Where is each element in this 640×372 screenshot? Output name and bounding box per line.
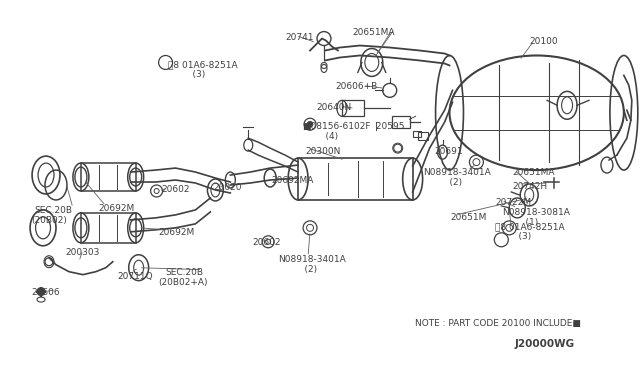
Text: (1): (1) [515, 218, 538, 227]
Bar [298, 158, 413, 200]
Text: 20742H: 20742H [512, 182, 547, 191]
Bar [342, 100, 364, 116]
Text: 20640N: 20640N [316, 103, 351, 112]
Bar [81, 213, 136, 243]
Text: (3): (3) [508, 232, 532, 241]
Text: NOTE : PART CODE 20100 INCLUDE■: NOTE : PART CODE 20100 INCLUDE■ [415, 320, 580, 328]
Text: (3): (3) [180, 70, 205, 80]
Text: J20000WG: J20000WG [515, 339, 574, 349]
Text: SEC.20B: SEC.20B [166, 268, 204, 277]
Text: ■08156-6102F: ■08156-6102F [302, 122, 371, 131]
Text: 20651MA: 20651MA [512, 168, 555, 177]
Text: SEC.20B: SEC.20B [34, 206, 72, 215]
Bar [81, 163, 136, 191]
Text: 20692M: 20692M [159, 228, 195, 237]
Text: (2): (2) [293, 265, 317, 274]
Text: 20692M: 20692M [99, 204, 135, 213]
Text: (20B02+A): (20B02+A) [159, 278, 208, 287]
Circle shape [37, 288, 45, 296]
Text: N08918-3081A: N08918-3081A [502, 208, 570, 217]
Text: N08918-3401A: N08918-3401A [424, 168, 492, 177]
Text: 20722M: 20722M [495, 198, 531, 207]
Text: 20651MA: 20651MA [352, 28, 394, 36]
Text: 200303: 200303 [65, 248, 99, 257]
Text: 20741: 20741 [285, 33, 314, 42]
Text: 20606+B: 20606+B [335, 82, 377, 92]
Text: 20100: 20100 [529, 36, 558, 45]
Circle shape [307, 121, 313, 127]
Text: 20711Q: 20711Q [118, 272, 154, 281]
Text: (2): (2) [438, 178, 461, 187]
Text: 20602: 20602 [161, 185, 190, 194]
Text: ⒗8 01A6-8251A: ⒗8 01A6-8251A [495, 222, 565, 231]
Bar [392, 116, 410, 128]
Text: 20602: 20602 [252, 238, 281, 247]
Text: 20300N: 20300N [305, 147, 340, 156]
Text: 20651M: 20651M [451, 213, 487, 222]
Text: 20606: 20606 [31, 288, 60, 296]
Text: (4): (4) [314, 132, 338, 141]
Text: 20692MA: 20692MA [271, 176, 314, 185]
Bar [413, 131, 420, 137]
Text: (20B02): (20B02) [31, 216, 67, 225]
Text: N08918-3401A: N08918-3401A [278, 255, 346, 264]
Bar [418, 132, 428, 140]
Text: 20691: 20691 [435, 147, 463, 156]
Text: ⒗8 01A6-8251A: ⒗8 01A6-8251A [168, 61, 237, 70]
Text: 20020: 20020 [213, 183, 242, 192]
Text: ▕20595: ▕20595 [370, 122, 405, 131]
